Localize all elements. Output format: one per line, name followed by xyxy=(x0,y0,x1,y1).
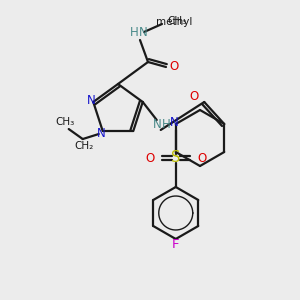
Text: N: N xyxy=(97,127,106,140)
Text: N: N xyxy=(139,26,147,38)
Text: methyl: methyl xyxy=(156,17,192,27)
Text: N: N xyxy=(87,94,96,107)
Text: CH₂: CH₂ xyxy=(74,141,93,151)
Text: S: S xyxy=(171,151,180,166)
Text: CH₃: CH₃ xyxy=(167,16,186,26)
Text: H: H xyxy=(162,118,171,131)
Text: H: H xyxy=(130,26,138,38)
Text: O: O xyxy=(190,89,199,103)
Text: CH₃: CH₃ xyxy=(55,117,74,127)
Text: F: F xyxy=(172,238,179,250)
Text: O: O xyxy=(169,61,178,74)
Text: N: N xyxy=(169,116,178,128)
Text: O: O xyxy=(197,152,206,164)
Text: N: N xyxy=(153,118,162,131)
Text: O: O xyxy=(145,152,154,164)
